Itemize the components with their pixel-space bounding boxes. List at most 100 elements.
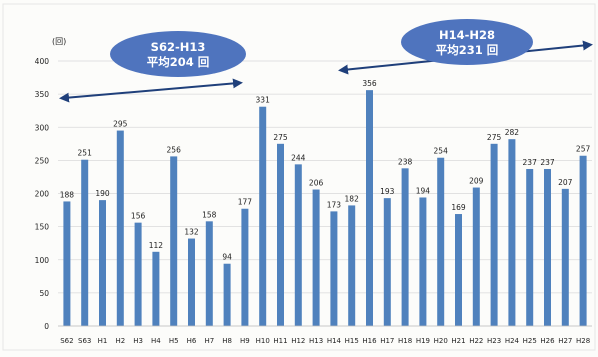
x-tick-label-S63: S63 (78, 337, 91, 345)
x-tick-label-H3: H3 (133, 337, 143, 345)
value-label-H5: 256 (167, 145, 182, 154)
bar-H21 (455, 214, 462, 326)
annotation-label-period-1-range: S62-H13 (151, 40, 206, 54)
x-tick-label-H28: H28 (576, 337, 590, 345)
bar-H9 (241, 208, 249, 326)
value-label-H4: 112 (149, 241, 164, 250)
x-tick-label-H4: H4 (151, 337, 161, 345)
value-label-H6: 132 (184, 228, 199, 237)
x-tick-label-H18: H18 (398, 337, 412, 345)
value-label-H19: 194 (416, 186, 431, 195)
plot-frame (2, 3, 596, 351)
value-label-H25: 237 (523, 158, 538, 167)
bar-H6 (188, 238, 195, 326)
bar-H27 (561, 188, 569, 326)
x-tick-label-H15: H15 (345, 337, 359, 345)
x-tick-label-H26: H26 (540, 337, 555, 345)
y-tick-label-0: 0 (44, 322, 49, 331)
x-tick-label-H5: H5 (169, 337, 179, 345)
y-tick-label-350: 350 (35, 90, 50, 99)
x-tick-label-H9: H9 (240, 337, 250, 345)
bar-H22 (472, 187, 480, 326)
x-tick-label-H16: H16 (362, 337, 377, 345)
ellipse-period-1 (110, 31, 246, 77)
x-tick-label-H2: H2 (115, 337, 125, 345)
value-label-H22: 209 (469, 177, 484, 186)
bar-S62 (63, 201, 71, 326)
value-label-H3: 156 (131, 212, 146, 221)
x-axis: S62 S63 H1 H2 H3 H4 H5 H6 H7 H8 H9 H10 H11 H12 H13 H14 H… (58, 325, 592, 345)
y-tick-label-250: 250 (35, 156, 50, 165)
value-label-H2: 295 (113, 120, 128, 129)
value-label-H23: 275 (487, 133, 502, 142)
y-tick-label-50: 50 (39, 289, 49, 298)
x-tick-label-H17: H17 (380, 337, 394, 345)
x-tick-label-H8: H8 (222, 337, 232, 345)
x-tick-label-H6: H6 (187, 337, 197, 345)
x-tick-label-H22: H22 (469, 337, 483, 345)
bar-H8 (223, 263, 231, 326)
x-tick-label-H21: H21 (451, 337, 465, 345)
bar-S63 (81, 159, 89, 326)
bar-H1 (99, 200, 106, 326)
bar-H23 (490, 143, 498, 326)
bar-H10 (259, 106, 267, 327)
value-label-H20: 254 (434, 147, 449, 156)
x-tick-label-H1: H1 (98, 337, 108, 345)
x-tick-label-H19: H19 (416, 337, 430, 345)
x-tick-label-H24: H24 (505, 337, 520, 345)
y-tick-label-150: 150 (35, 223, 50, 232)
bar-H11 (277, 143, 284, 326)
value-label-H24: 282 (505, 128, 520, 137)
value-label-H15: 182 (345, 194, 360, 203)
bar-H16 (366, 90, 373, 327)
value-label-H1: 190 (95, 189, 110, 198)
value-label-H17: 193 (380, 187, 395, 196)
x-tick-label-H14: H14 (327, 337, 342, 345)
value-label-S62: 188 (60, 190, 75, 199)
value-label-H7: 158 (202, 210, 217, 219)
x-tick-label-H20: H20 (434, 337, 448, 345)
bar-H7 (205, 221, 213, 326)
arrow-period-1 (59, 78, 243, 103)
bar-H14 (330, 211, 338, 326)
bar-H5 (170, 156, 178, 326)
value-label-S63: 251 (78, 149, 93, 158)
value-label-H16: 356 (362, 79, 377, 88)
y-tick-label-400: 400 (35, 57, 50, 66)
bar-H19 (419, 197, 427, 326)
annotation-label-period-2-range: H14-H28 (439, 28, 495, 42)
bar-H24 (508, 139, 516, 326)
value-label-H10: 331 (256, 96, 271, 105)
bar-H3 (134, 222, 142, 326)
value-label-H14: 173 (327, 200, 342, 209)
y-tick-label-100: 100 (35, 256, 50, 265)
value-label-H26: 237 (540, 158, 555, 167)
bars (63, 90, 587, 327)
x-tick-label-H11: H11 (273, 337, 287, 345)
x-tick-label-H25: H25 (523, 337, 537, 345)
y-axis: 0 50 100 150 200 250 300 350 400 (35, 57, 50, 331)
value-label-H21: 169 (451, 203, 466, 212)
bar-H25 (526, 168, 534, 326)
bar-H2 (116, 130, 124, 326)
y-tick-label-200: 200 (35, 190, 50, 199)
y-axis-unit: (回) (52, 37, 66, 46)
annotation-label-period-1-average: 平均204 回 (147, 55, 210, 69)
bar-H20 (437, 157, 445, 326)
bar-H26 (544, 168, 551, 326)
value-label-H27: 207 (558, 178, 573, 187)
y-tick-label-300: 300 (35, 123, 50, 132)
x-tick-label-H10: H10 (256, 337, 270, 345)
x-tick-label-H27: H27 (558, 337, 572, 345)
bar-H13 (312, 189, 320, 326)
value-label-H28: 257 (576, 145, 591, 154)
bar-H17 (383, 198, 391, 326)
annotation-label-period-2-average: 平均231 回 (436, 43, 499, 57)
ellipse-period-2 (401, 19, 533, 65)
x-tick-label-S62: S62 (60, 337, 73, 345)
